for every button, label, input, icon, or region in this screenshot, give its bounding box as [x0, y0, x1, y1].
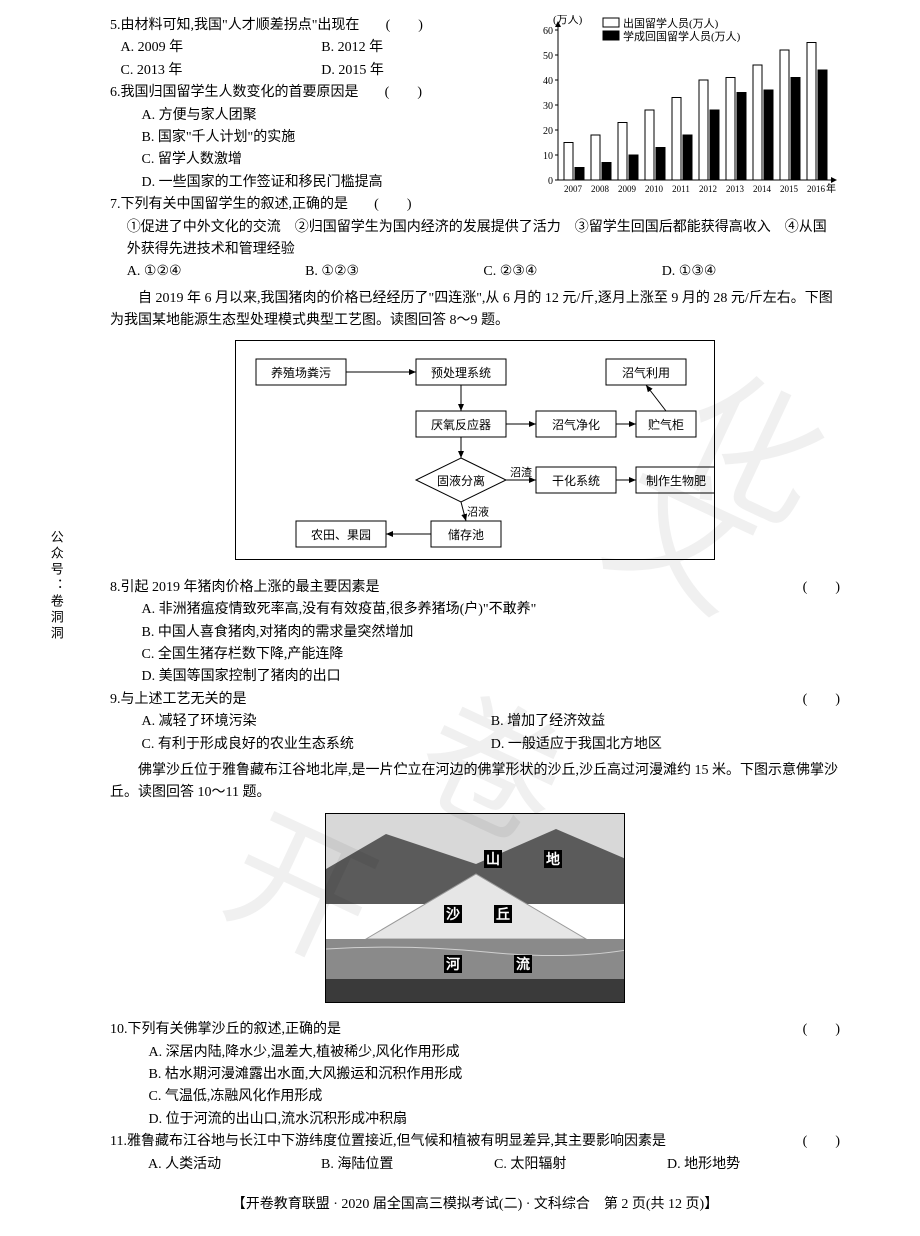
- svg-text:40: 40: [543, 76, 553, 87]
- svg-text:沼液: 沼液: [467, 505, 489, 519]
- q7-opt-d: D. ①③④: [662, 261, 840, 283]
- svg-text:养殖场粪污: 养殖场粪污: [271, 365, 331, 380]
- q6-opt-d: D. 一些国家的工作签证和移民门槛提高: [121, 172, 523, 194]
- q8-num: 8.: [110, 577, 121, 599]
- q7-num: 7.: [110, 194, 121, 216]
- svg-text:2009: 2009: [618, 184, 637, 194]
- q7-opt-b: B. ①②③: [305, 261, 483, 283]
- svg-text:学成回国留学人员(万人): 学成回国留学人员(万人): [623, 29, 741, 43]
- q11-opt-c: C. 太阳辐射: [494, 1154, 667, 1176]
- q7-paren: ( ): [352, 194, 412, 216]
- svg-text:沼气净化: 沼气净化: [552, 417, 600, 432]
- q5-text: 由材料可知,我国"人才顺差拐点"出现在: [121, 18, 360, 33]
- q9-paren: ( ): [780, 689, 840, 711]
- q9-opt-d: D. 一般适应于我国北方地区: [491, 734, 840, 756]
- q10-opt-b: B. 枯水期河漫滩露出水面,大风搬运和沉积作用形成: [128, 1064, 841, 1086]
- q10-opt-c: C. 气温低,冻融风化作用形成: [128, 1086, 841, 1108]
- q6-opt-c: C. 留学人数激增: [121, 149, 523, 171]
- svg-text:20: 20: [543, 126, 553, 137]
- svg-text:地: 地: [546, 851, 560, 868]
- svg-text:10: 10: [543, 151, 553, 162]
- page-footer: 【开卷教育联盟 · 2020 届全国高三模拟考试(二) · 文科综合 第 2 页…: [110, 1194, 840, 1216]
- flow-diagram: 养殖场粪污 预处理系统 沼气利用厌氧反应器 沼气净化 贮气柜干化系统 制作生物肥农田、果园…: [110, 340, 840, 568]
- svg-text:(万人): (万人): [553, 15, 583, 26]
- svg-text:2013: 2013: [726, 184, 745, 194]
- svg-text:固液分离: 固液分离: [437, 473, 485, 488]
- svg-text:河: 河: [446, 956, 460, 973]
- q10-text: 下列有关佛掌沙丘的叙述,正确的是: [128, 1019, 781, 1041]
- q8-opt-c: C. 全国生猪存栏数下降,产能连降: [121, 644, 841, 666]
- q7-opt-c: C. ②③④: [483, 261, 661, 283]
- q6-opt-b: B. 国家"千人计划"的实施: [121, 127, 523, 149]
- q9-text: 与上述工艺无关的是: [121, 689, 781, 711]
- q8-opt-d: D. 美国等国家控制了猪肉的出口: [121, 666, 841, 688]
- q6-paren: ( ): [362, 82, 422, 104]
- svg-text:沼渣: 沼渣: [510, 465, 532, 479]
- q5-num: 5.: [110, 15, 121, 37]
- svg-text:沼气利用: 沼气利用: [622, 365, 670, 380]
- q6-text: 我国归国留学生人数变化的首要原因是: [121, 85, 359, 100]
- q9-num: 9.: [110, 689, 121, 711]
- q8-text: 引起 2019 年猪肉价格上涨的最主要因素是: [121, 577, 781, 599]
- q7-stmts: ①促进了中外文化的交流 ②归国留学生为国内经济的发展提供了活力 ③留学生回国后都…: [110, 217, 840, 262]
- q5-opt-b: B. 2012 年: [321, 37, 522, 59]
- q10-num: 10.: [110, 1019, 128, 1041]
- svg-text:制作生物肥: 制作生物肥: [646, 474, 706, 488]
- intro-8-9: 自 2019 年 6 月以来,我国猪肉的价格已经经历了"四连涨",从 6 月的 …: [110, 288, 840, 333]
- q5-opt-c: C. 2013 年: [121, 60, 322, 82]
- q11-paren: ( ): [780, 1131, 840, 1153]
- q11-opt-a: A. 人类活动: [148, 1154, 321, 1176]
- svg-text:30: 30: [543, 101, 553, 112]
- svg-text:60: 60: [543, 26, 553, 37]
- side-label: 公众号：卷洞洞: [45, 530, 66, 642]
- q10-paren: ( ): [780, 1019, 840, 1041]
- svg-text:丘: 丘: [496, 907, 510, 923]
- svg-text:50: 50: [543, 51, 553, 62]
- bar-chart: 0 10 20 30 40 50 60(万人) 出国留学人员(万人)学成回国留学人员(万人) 2…: [530, 15, 840, 205]
- svg-text:储存池: 储存池: [448, 527, 484, 542]
- q10-opt-a: A. 深居内陆,降水少,温差大,植被稀少,风化作用形成: [128, 1042, 841, 1064]
- svg-text:年: 年: [826, 182, 836, 195]
- svg-text:2016: 2016: [807, 184, 826, 194]
- q5-opt-a: A. 2009 年: [121, 37, 322, 59]
- q7-text: 下列有关中国留学生的叙述,正确的是: [121, 197, 349, 212]
- svg-text:预处理系统: 预处理系统: [431, 366, 491, 380]
- q11-text: 雅鲁藏布江谷地与长江中下游纬度位置接近,但气候和植被有明显差异,其主要影响因素是: [127, 1131, 780, 1153]
- svg-text:2007: 2007: [564, 184, 583, 194]
- q7-opt-a: A. ①②④: [127, 261, 305, 283]
- svg-text:2011: 2011: [672, 184, 690, 194]
- q11-opt-d: D. 地形地势: [667, 1154, 840, 1176]
- q8-opt-b: B. 中国人喜食猪肉,对猪肉的需求量突然增加: [121, 622, 841, 644]
- q8-opt-a: A. 非洲猪瘟疫情致死率高,没有有效疫苗,很多养猪场(户)"不敢养": [121, 599, 841, 621]
- svg-text:沙: 沙: [446, 907, 460, 923]
- q9-opt-c: C. 有利于形成良好的农业生态系统: [142, 734, 491, 756]
- svg-text:2010: 2010: [645, 184, 664, 194]
- q9-opt-a: A. 减轻了环境污染: [142, 711, 491, 733]
- svg-text:厌氧反应器: 厌氧反应器: [431, 417, 491, 432]
- q6-num: 6.: [110, 82, 121, 104]
- q5-opt-d: D. 2015 年: [321, 60, 522, 82]
- q5-paren: ( ): [363, 15, 423, 37]
- intro-10-11: 佛掌沙丘位于雅鲁藏布江谷地北岸,是一片伫立在河边的佛掌形状的沙丘,沙丘高过河漫滩…: [110, 760, 840, 805]
- svg-text:2014: 2014: [753, 184, 772, 194]
- svg-text:0: 0: [548, 176, 553, 187]
- q11-num: 11.: [110, 1131, 127, 1153]
- q11-opt-b: B. 海陆位置: [321, 1154, 494, 1176]
- q6-opt-a: A. 方便与家人团聚: [121, 105, 523, 127]
- svg-text:干化系统: 干化系统: [552, 474, 600, 488]
- svg-text:出国留学人员(万人): 出国留学人员(万人): [623, 16, 719, 30]
- q10-opt-d: D. 位于河流的出山口,流水沉积形成冲积扇: [128, 1109, 841, 1131]
- svg-text:2008: 2008: [591, 184, 610, 194]
- svg-text:2015: 2015: [780, 184, 799, 194]
- q9-opt-b: B. 增加了经济效益: [491, 711, 840, 733]
- svg-text:贮气柜: 贮气柜: [648, 417, 684, 432]
- svg-text:山: 山: [486, 852, 500, 868]
- svg-text:农田、果园: 农田、果园: [311, 528, 371, 542]
- photo-figure: 山 地沙 丘河 流: [110, 813, 840, 1011]
- svg-text:流: 流: [516, 956, 530, 973]
- svg-text:2012: 2012: [699, 184, 717, 194]
- q8-paren: ( ): [780, 577, 840, 599]
